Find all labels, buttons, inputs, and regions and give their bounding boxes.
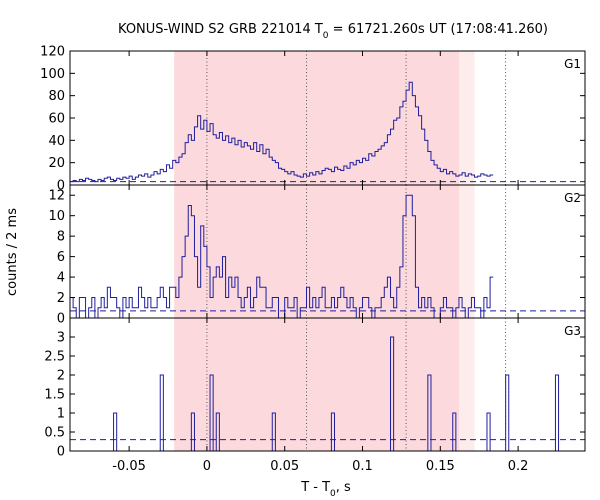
x-tick-label: 0.2: [508, 459, 529, 474]
x-tick-label: 0.1: [352, 459, 373, 474]
title-suffix: = 61721.260s UT (17:08:41.260): [329, 22, 548, 37]
y-tick-label: 120: [40, 45, 65, 60]
y-tick-label: 1: [57, 407, 65, 422]
series-g1: [70, 81, 494, 183]
chart-title: KONUS-WIND S2 GRB 221014 T0 = 61721.260s…: [118, 22, 548, 41]
y-tick-label: 60: [48, 112, 65, 127]
x-tick-label: 0.15: [426, 459, 455, 474]
y-tick-label: 1.5: [44, 388, 65, 403]
y-tick-label: 10: [48, 209, 65, 224]
x-axis-label: T - T0, s: [300, 480, 351, 499]
panel-g3: 0 0.5 1 1.5 2 2.5 3 G3: [44, 317, 586, 460]
title-prefix: KONUS-WIND S2 GRB 221014 T: [118, 22, 323, 37]
y-tick-label: 20: [48, 156, 65, 171]
y-tick-label: 2: [57, 291, 65, 306]
y-tick-label: 0: [57, 445, 65, 460]
panel-frame: [69, 317, 586, 452]
y-tick-label: 2.5: [44, 350, 65, 365]
x-tick-label: -0.05: [112, 459, 146, 474]
y-tick-label: 100: [40, 67, 65, 82]
xlabel-prefix: T - T: [300, 480, 330, 495]
xlabel-subscript: 0: [330, 489, 336, 499]
y-tick-label: 4: [57, 271, 65, 286]
xlabel-suffix: , s: [336, 480, 351, 495]
title-subscript: 0: [323, 31, 329, 41]
panel-g2: 0 2 4 6 8 10 12 G2: [48, 184, 586, 327]
panel-label-g1: G1: [564, 57, 581, 71]
y-tick-label: 0.5: [44, 426, 65, 441]
x-tick-label: 0: [203, 459, 211, 474]
panel-label-g2: G2: [564, 191, 581, 205]
y-tick-label: 8: [57, 230, 65, 245]
y-tick-label: 40: [48, 134, 65, 149]
y-tick-label: 2: [57, 369, 65, 384]
x-tick-label: 0.05: [270, 459, 299, 474]
y-tick-label: 12: [48, 189, 65, 204]
y-tick-label: 3: [57, 331, 65, 346]
y-tick-label: 0: [57, 179, 65, 194]
panel-label-g3: G3: [564, 324, 581, 338]
y-tick-label: 6: [57, 250, 65, 265]
plot-area: 0 20 40 60 80 100 120 G1 0 2 4 6 8 10 12 G2 0 0.5 1 1.5 2 2.5…: [40, 45, 586, 474]
band-inner-interval: [174, 185, 459, 318]
panel-g1: 0 20 40 60 80 100 120 G1: [40, 45, 586, 194]
band-inner-interval: [174, 318, 459, 451]
y-tick-label: 0: [57, 312, 65, 327]
band-inner-interval: [174, 51, 459, 185]
y-tick-label: 80: [48, 89, 65, 104]
y-axis-label: counts / 2 ms: [5, 208, 20, 296]
